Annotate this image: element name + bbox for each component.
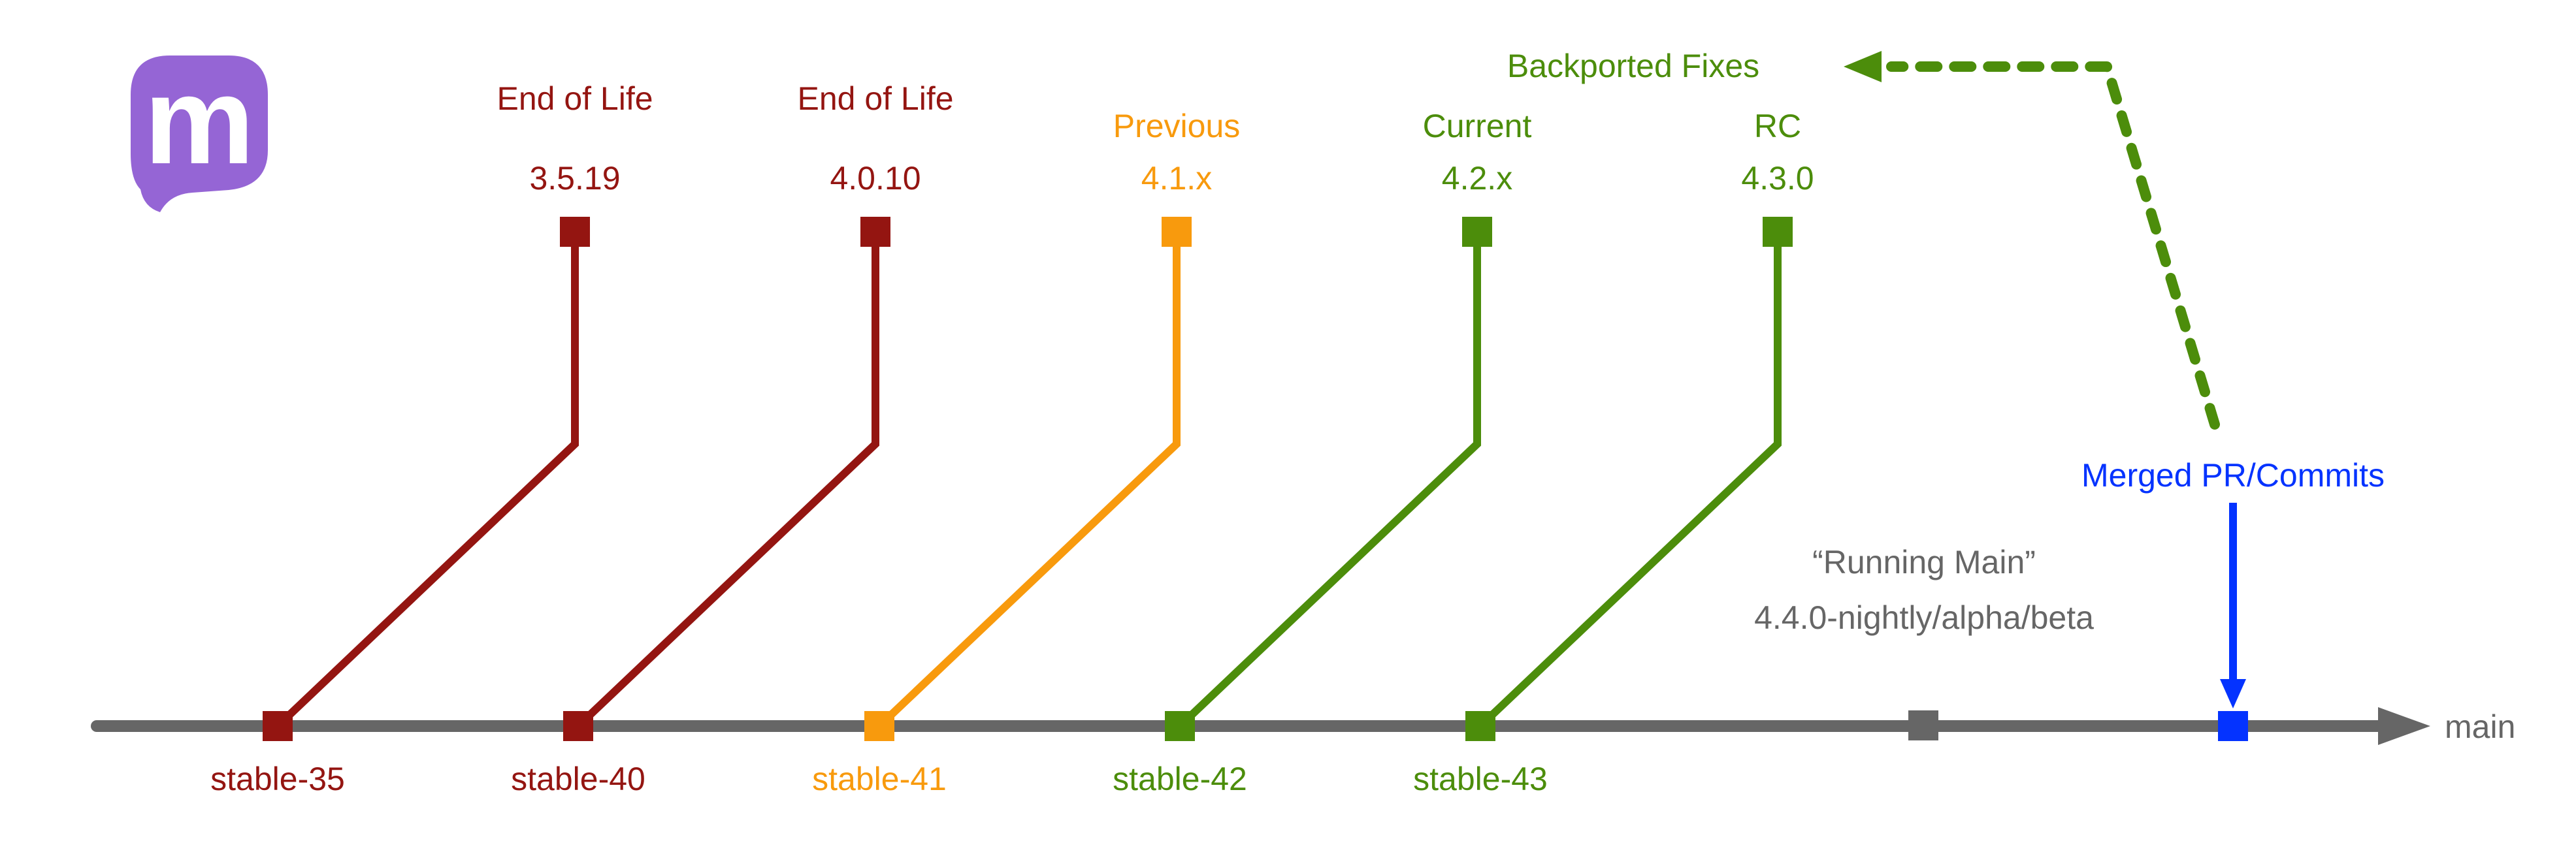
- running-main-title: “Running Main”: [1812, 544, 2036, 580]
- branch-name-label: stable-40: [511, 761, 645, 797]
- branch-stable-42: Current 4.2.x stable-42: [1113, 108, 1531, 797]
- branch-status-label: End of Life: [797, 80, 953, 117]
- merged-commit-marker: [2218, 711, 2248, 741]
- branch-name-label: stable-41: [812, 761, 947, 797]
- merged-pr-arrowhead: [2220, 679, 2246, 708]
- branch-point-marker: [563, 711, 593, 741]
- branch-status-label: Previous: [1113, 108, 1241, 144]
- backport-arrowhead: [1844, 51, 1882, 82]
- main-branch-arrowhead: [2378, 707, 2430, 745]
- release-tip-marker: [1462, 217, 1492, 247]
- branch-stable-40: End of Life 4.0.10 stable-40: [511, 80, 953, 797]
- release-tip-marker: [1162, 217, 1192, 247]
- branch-version-label: 4.3.0: [1741, 160, 1814, 197]
- branch-name-label: stable-42: [1113, 761, 1247, 797]
- branch-point-marker: [263, 711, 293, 741]
- branch-line: [1477, 232, 1782, 729]
- branch-line: [876, 232, 1181, 729]
- release-tip-marker: [560, 217, 590, 247]
- branch-stable-35: End of Life 3.5.19 stable-35: [210, 80, 653, 797]
- branch-stable-41: Previous 4.1.x stable-41: [812, 108, 1240, 797]
- mastodon-logo-icon: m: [131, 52, 268, 212]
- branch-stable-43: RC 4.3.0 stable-43: [1413, 108, 1814, 797]
- branch-version-label: 4.1.x: [1141, 160, 1212, 197]
- branch-point-marker: [864, 711, 894, 741]
- branch-point-marker: [1465, 711, 1495, 741]
- release-branches: End of Life 3.5.19 stable-35 End of Life 4.0…: [210, 80, 1814, 797]
- branch-status-label: End of Life: [497, 80, 653, 117]
- main-branch-label: main: [2445, 708, 2515, 745]
- backported-fixes-label: Backported Fixes: [1507, 48, 1759, 84]
- backport-dashed-path: [1886, 61, 2220, 430]
- release-tip-marker: [1763, 217, 1793, 247]
- branch-status-label: Current: [1423, 108, 1532, 144]
- branch-line: [274, 232, 579, 729]
- release-tip-marker: [860, 217, 890, 247]
- branch-version-label: 4.0.10: [830, 160, 921, 197]
- branch-line: [575, 232, 879, 729]
- branch-version-label: 3.5.19: [529, 160, 620, 197]
- nightly-commit-marker: [1908, 710, 1938, 740]
- branch-name-label: stable-43: [1413, 761, 1548, 797]
- branch-point-marker: [1165, 711, 1195, 741]
- branch-line: [1177, 232, 1481, 729]
- logo-glyph: m: [144, 52, 255, 190]
- merged-pr-label: Merged PR/Commits: [2081, 457, 2385, 494]
- branch-status-label: RC: [1754, 108, 1801, 144]
- branch-name-label: stable-35: [210, 761, 345, 797]
- branch-version-label: 4.2.x: [1442, 160, 1512, 197]
- running-main-version: 4.4.0-nightly/alpha/beta: [1754, 599, 2094, 636]
